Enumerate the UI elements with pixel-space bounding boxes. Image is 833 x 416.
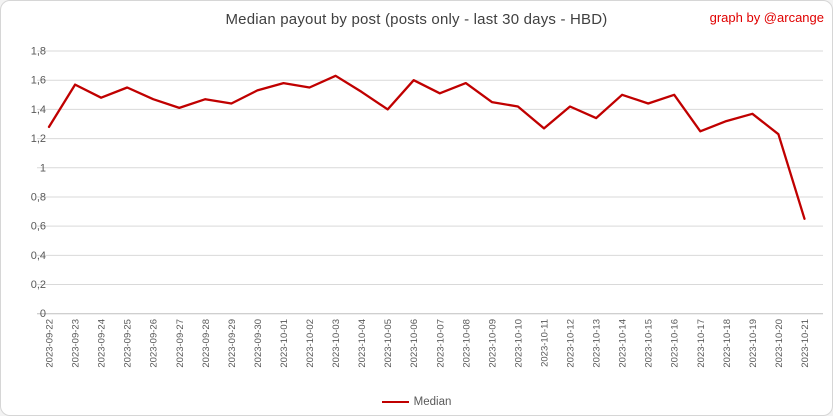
x-tick-label: 2023-10-06 — [409, 319, 420, 368]
chart-title: Median payout by post (posts only - last… — [225, 11, 608, 28]
x-tick-label: 2023-10-13 — [592, 319, 603, 368]
credit-text: graph by @arcange — [709, 10, 824, 25]
x-tick-label: 2023-10-03 — [331, 319, 342, 368]
x-tick-label: 2023-10-16 — [670, 319, 681, 368]
y-tick-label: 0,8 — [31, 191, 46, 203]
legend-line-swatch — [381, 401, 409, 403]
y-tick-label: 0,2 — [31, 279, 46, 291]
y-tick-label: 1 — [40, 162, 46, 174]
y-tick-label: 0,4 — [31, 250, 46, 262]
x-tick-label: 2023-10-05 — [383, 319, 394, 368]
y-tick-label: 0,6 — [31, 221, 46, 233]
x-tick-label: 2023-10-20 — [774, 319, 785, 368]
x-tick-label: 2023-09-28 — [201, 319, 212, 368]
x-tick-label: 2023-10-14 — [618, 319, 629, 368]
legend: Median — [1, 396, 832, 408]
x-tick-label: 2023-10-21 — [800, 319, 811, 368]
x-tick-label: 2023-10-01 — [279, 319, 290, 368]
x-tick-label: 2023-10-04 — [357, 319, 368, 368]
y-tick-label: 1,8 — [31, 46, 46, 58]
x-tick-label: 2023-10-19 — [748, 319, 759, 368]
x-tick-label: 2023-10-15 — [644, 319, 655, 368]
x-tick-label: 2023-10-02 — [305, 319, 316, 368]
x-tick-label: 2023-10-10 — [513, 319, 524, 368]
y-tick-label: 1,6 — [31, 75, 46, 87]
x-tick-label: 2023-10-12 — [566, 319, 577, 368]
legend-label: Median — [413, 396, 452, 408]
x-tick-label: 2023-10-18 — [722, 319, 733, 368]
x-tick-label: 2023-09-30 — [253, 319, 264, 368]
x-tick-label: 2023-09-22 — [45, 319, 56, 368]
x-tick-label: 2023-10-08 — [461, 319, 472, 368]
x-tick-label: 2023-09-23 — [71, 319, 82, 368]
y-tick-label: 1,2 — [31, 133, 46, 145]
x-tick-label: 2023-09-26 — [149, 319, 160, 368]
x-tick-label: 2023-09-27 — [175, 319, 186, 368]
median-series-line — [47, 74, 806, 220]
x-tick-label: 2023-09-24 — [97, 319, 108, 368]
x-tick-label: 2023-10-07 — [435, 319, 446, 368]
y-tick-label: 1,4 — [31, 104, 46, 116]
x-tick-label: 2023-10-09 — [487, 319, 498, 368]
x-tick-label: 2023-10-11 — [539, 319, 550, 367]
y-tick-label: 0 — [40, 308, 46, 320]
x-tick-label: 2023-09-25 — [123, 319, 134, 368]
x-tick-label: 2023-09-29 — [227, 319, 238, 368]
x-tick-label: 2023-10-17 — [696, 319, 707, 368]
